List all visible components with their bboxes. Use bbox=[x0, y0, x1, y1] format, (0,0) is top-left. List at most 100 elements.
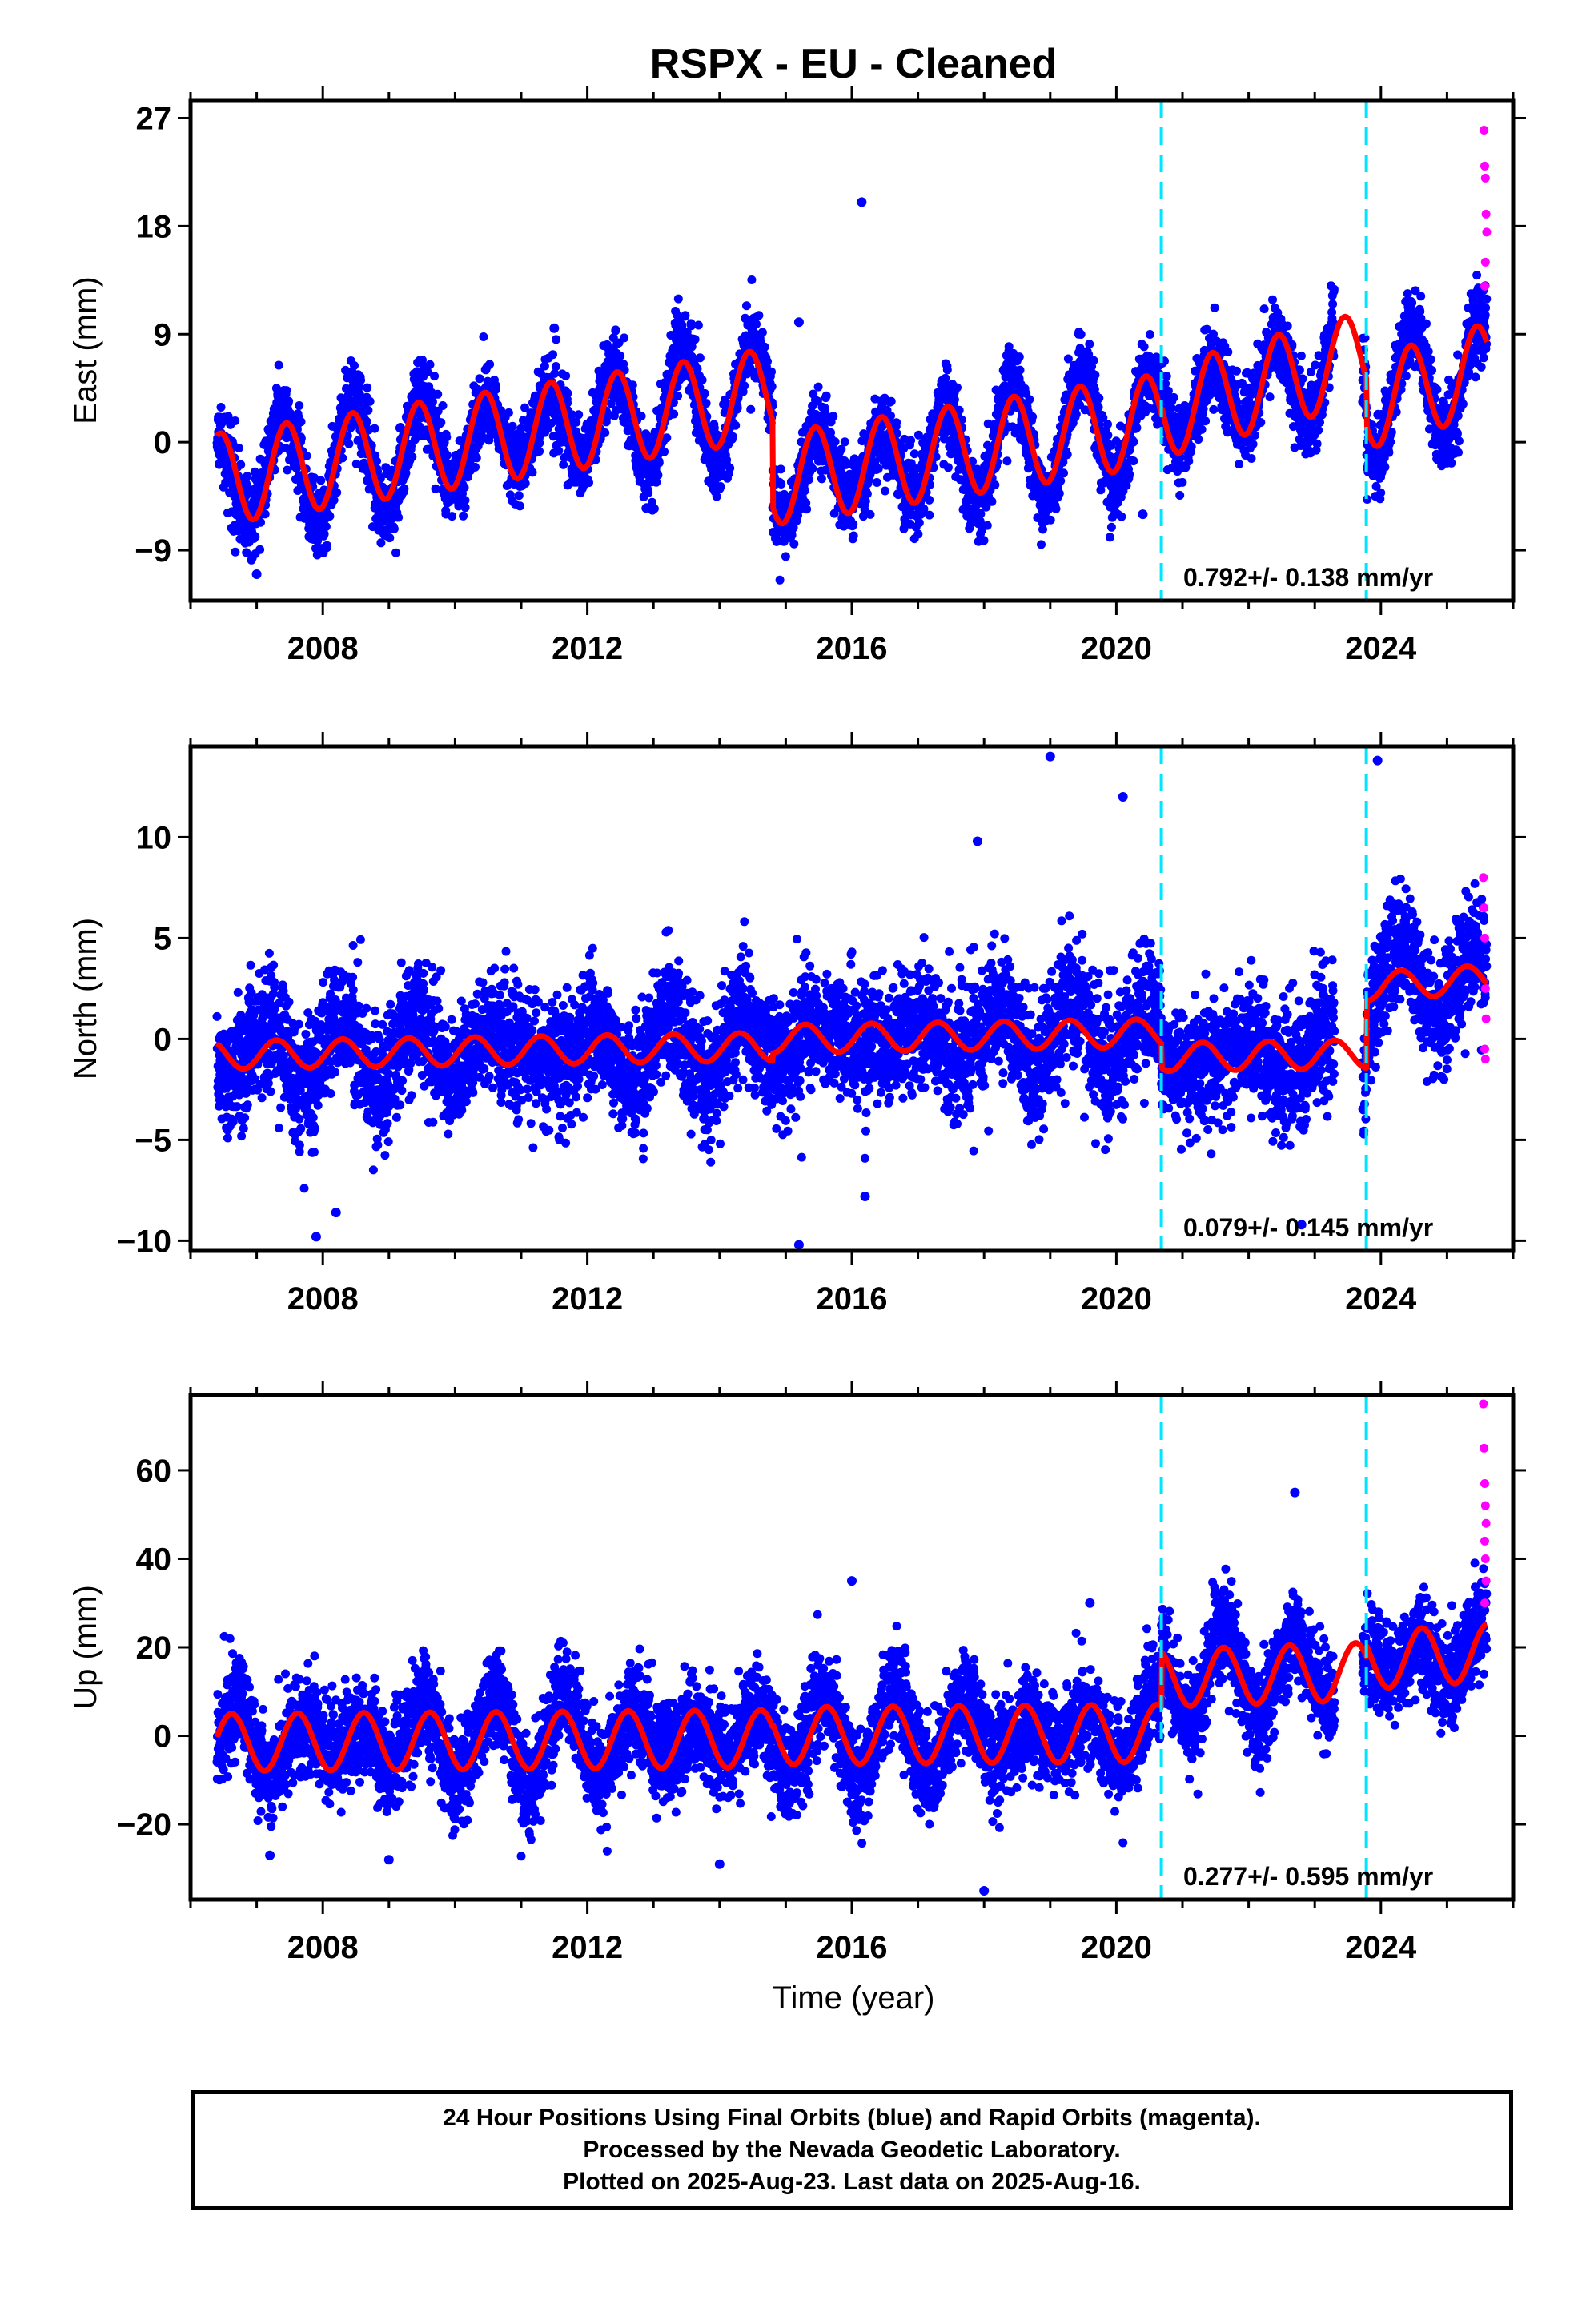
data-point bbox=[282, 386, 291, 396]
data-point bbox=[628, 380, 637, 390]
data-point bbox=[479, 332, 488, 341]
data-point bbox=[251, 532, 260, 541]
data-point bbox=[1169, 392, 1178, 402]
data-point bbox=[372, 456, 381, 466]
data-point bbox=[725, 464, 735, 473]
data-point bbox=[1002, 456, 1012, 466]
data-point bbox=[1046, 515, 1055, 525]
data-point bbox=[504, 408, 513, 417]
data-point bbox=[520, 479, 530, 489]
data-point bbox=[363, 405, 373, 415]
data-point bbox=[1015, 365, 1025, 375]
data-point bbox=[260, 509, 270, 519]
data-point bbox=[1071, 409, 1081, 419]
data-point bbox=[355, 382, 364, 392]
data-point bbox=[821, 391, 831, 400]
data-point bbox=[344, 439, 354, 448]
data-point bbox=[302, 451, 311, 460]
plot-area bbox=[212, 100, 1492, 601]
data-point bbox=[693, 364, 702, 373]
data-point bbox=[376, 538, 386, 548]
data-point bbox=[767, 382, 777, 392]
data-point bbox=[760, 342, 769, 352]
data-point bbox=[351, 459, 361, 468]
data-point bbox=[321, 522, 331, 531]
data-point bbox=[448, 512, 457, 521]
data-point bbox=[1025, 395, 1034, 404]
data-point bbox=[742, 301, 751, 311]
data-point bbox=[284, 396, 294, 406]
data-point bbox=[840, 437, 849, 447]
data-point bbox=[789, 539, 799, 549]
data-point bbox=[728, 432, 737, 441]
data-point bbox=[925, 495, 934, 505]
data-point bbox=[1103, 431, 1113, 440]
data-point bbox=[528, 468, 537, 477]
data-point bbox=[802, 505, 812, 514]
data-point bbox=[700, 388, 709, 398]
data-point bbox=[385, 533, 395, 543]
data-point bbox=[535, 438, 544, 448]
data-point bbox=[243, 472, 252, 481]
data-point bbox=[471, 462, 480, 472]
data-point bbox=[687, 321, 696, 331]
data-point bbox=[690, 335, 700, 344]
data-point bbox=[747, 275, 757, 284]
data-point bbox=[740, 381, 749, 391]
data-point bbox=[1197, 424, 1207, 434]
data-point bbox=[460, 483, 469, 493]
data-point bbox=[914, 518, 924, 528]
data-point bbox=[1103, 420, 1112, 429]
data-point bbox=[636, 412, 646, 421]
data-point bbox=[701, 399, 711, 408]
data-point bbox=[1059, 468, 1068, 478]
data-point bbox=[438, 401, 448, 410]
data-point bbox=[407, 441, 416, 451]
data-point bbox=[813, 382, 823, 392]
figure-title: RSPX - EU - Cleaned bbox=[650, 41, 1058, 87]
data-point bbox=[776, 464, 785, 474]
data-point bbox=[757, 328, 767, 337]
data-point bbox=[808, 464, 817, 473]
data-point bbox=[837, 444, 846, 454]
data-point bbox=[943, 463, 953, 472]
data-point bbox=[355, 389, 364, 399]
data-point bbox=[223, 412, 233, 421]
data-point bbox=[460, 496, 470, 505]
data-point bbox=[329, 496, 339, 505]
data-point bbox=[1194, 435, 1203, 444]
data-point bbox=[653, 470, 663, 480]
data-point bbox=[242, 548, 251, 557]
data-point bbox=[1129, 456, 1138, 466]
data-point bbox=[873, 464, 883, 473]
data-point bbox=[472, 453, 481, 463]
data-point bbox=[475, 374, 484, 384]
data-point bbox=[990, 480, 1000, 489]
data-point bbox=[234, 444, 243, 452]
data-point bbox=[872, 478, 881, 487]
data-point bbox=[1178, 477, 1187, 487]
data-point bbox=[982, 521, 992, 530]
data-point bbox=[231, 547, 240, 557]
data-point bbox=[231, 416, 240, 425]
data-point bbox=[829, 412, 838, 421]
data-point bbox=[941, 373, 950, 383]
data-point bbox=[695, 353, 705, 363]
data-point bbox=[722, 455, 732, 464]
data-point bbox=[515, 501, 524, 511]
data-point bbox=[925, 510, 934, 520]
data-point bbox=[681, 311, 690, 320]
data-point bbox=[1129, 437, 1138, 447]
data-point bbox=[256, 517, 265, 527]
data-point bbox=[953, 383, 962, 392]
data-point bbox=[572, 417, 581, 427]
data-point bbox=[1094, 403, 1103, 412]
data-point bbox=[611, 325, 620, 335]
data-point bbox=[431, 484, 440, 493]
data-point bbox=[1076, 330, 1086, 339]
data-point bbox=[394, 513, 404, 522]
data-point bbox=[568, 410, 576, 420]
data-point bbox=[460, 503, 470, 513]
data-point bbox=[563, 388, 572, 398]
data-point bbox=[649, 504, 659, 513]
